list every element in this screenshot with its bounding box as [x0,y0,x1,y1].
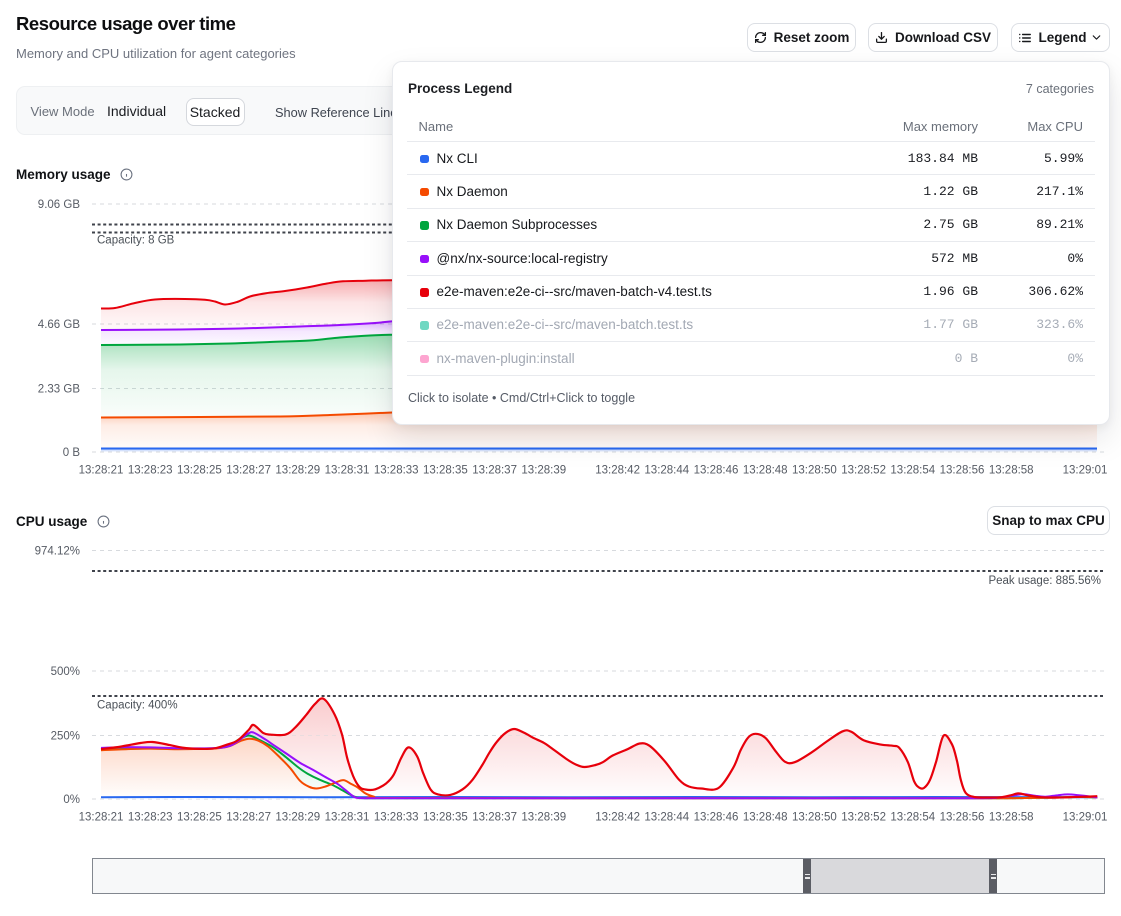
svg-text:4.66 GB: 4.66 GB [38,319,81,331]
svg-text:13:28:56: 13:28:56 [940,812,985,824]
svg-text:974.12%: 974.12% [35,546,80,558]
svg-text:13:28:37: 13:28:37 [472,465,517,477]
svg-text:13:28:27: 13:28:27 [226,812,271,824]
svg-text:13:28:50: 13:28:50 [792,812,837,824]
svg-text:13:28:31: 13:28:31 [325,812,370,824]
svg-text:13:28:21: 13:28:21 [79,465,124,477]
svg-text:13:28:23: 13:28:23 [128,465,173,477]
svg-text:13:28:48: 13:28:48 [743,812,788,824]
svg-text:Peak usage: 885.56%: Peak usage: 885.56% [988,575,1101,587]
svg-text:13:28:31: 13:28:31 [325,465,370,477]
svg-text:13:28:23: 13:28:23 [128,812,173,824]
svg-text:13:28:50: 13:28:50 [792,465,837,477]
svg-text:13:28:58: 13:28:58 [989,465,1034,477]
svg-text:13:28:29: 13:28:29 [275,812,320,824]
svg-text:13:28:52: 13:28:52 [841,465,886,477]
svg-text:13:28:39: 13:28:39 [521,812,566,824]
svg-text:13:28:54: 13:28:54 [890,812,935,824]
svg-text:13:28:29: 13:28:29 [275,465,320,477]
svg-text:13:28:25: 13:28:25 [177,812,222,824]
svg-text:0 B: 0 B [63,447,81,459]
svg-text:13:28:54: 13:28:54 [890,465,935,477]
svg-text:Capacity: 8 GB: Capacity: 8 GB [97,235,175,247]
svg-text:13:28:58: 13:28:58 [989,812,1034,824]
svg-text:13:28:33: 13:28:33 [374,465,419,477]
svg-text:13:28:56: 13:28:56 [940,465,985,477]
svg-text:500%: 500% [51,666,80,678]
svg-text:13:28:52: 13:28:52 [841,812,886,824]
svg-text:13:28:48: 13:28:48 [743,465,788,477]
svg-text:13:28:27: 13:28:27 [226,465,271,477]
svg-text:13:28:39: 13:28:39 [521,465,566,477]
svg-text:0%: 0% [63,794,80,806]
svg-text:13:28:35: 13:28:35 [423,812,468,824]
svg-text:250%: 250% [51,731,80,743]
svg-text:13:29:01: 13:29:01 [1063,812,1108,824]
svg-text:Capacity: 400%: Capacity: 400% [97,700,178,712]
svg-text:13:28:42: 13:28:42 [595,465,640,477]
svg-text:13:28:44: 13:28:44 [644,465,689,477]
svg-text:13:29:01: 13:29:01 [1063,465,1108,477]
svg-text:13:28:25: 13:28:25 [177,465,222,477]
svg-text:13:28:33: 13:28:33 [374,812,419,824]
svg-text:13:28:42: 13:28:42 [595,812,640,824]
svg-text:13:28:35: 13:28:35 [423,465,468,477]
svg-text:9.06 GB: 9.06 GB [38,199,81,211]
svg-text:13:28:46: 13:28:46 [694,465,739,477]
svg-text:13:28:46: 13:28:46 [694,812,739,824]
svg-text:13:28:21: 13:28:21 [79,812,124,824]
svg-text:2.33 GB: 2.33 GB [38,384,81,396]
svg-text:13:28:37: 13:28:37 [472,812,517,824]
svg-text:13:28:44: 13:28:44 [644,812,689,824]
